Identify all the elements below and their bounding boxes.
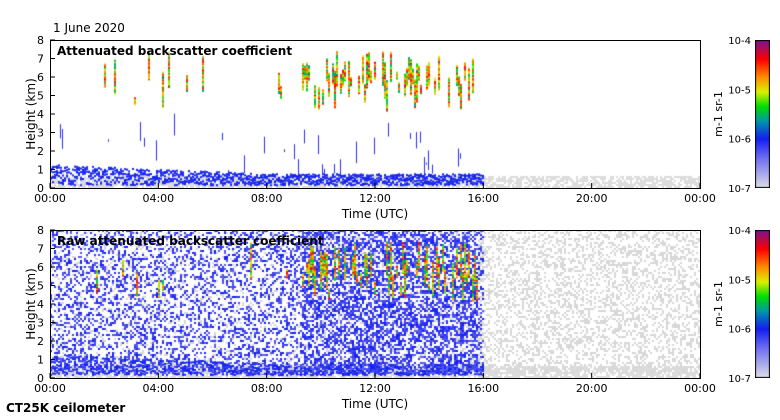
y-tick-label: 8 <box>37 34 44 47</box>
y-tick-label: 6 <box>37 261 44 274</box>
x-axis-label: Time (UTC) <box>341 207 408 221</box>
y-tick-label: 8 <box>37 224 44 237</box>
date-label: 1 June 2020 <box>53 21 125 35</box>
x-tick-label: 16:00 <box>467 382 499 395</box>
plot-title: Raw attenuated backscatter coefficient <box>57 234 324 248</box>
y-tick-label: 3 <box>37 127 44 140</box>
y-tick-label: 5 <box>37 90 44 103</box>
y-tick-label: 3 <box>37 317 44 330</box>
y-tick-label: 5 <box>37 280 44 293</box>
y-tick-label: 0 <box>37 182 44 195</box>
x-tick-label: 08:00 <box>251 382 283 395</box>
y-tick-label: 2 <box>37 145 44 158</box>
y-axis-label: Height (km) <box>24 268 38 339</box>
x-tick-label: 16:00 <box>467 192 499 205</box>
colorbar-1 <box>755 40 770 188</box>
x-tick-label: 00:00 <box>34 382 66 395</box>
colorbar-label: m-1 sr-1 <box>712 281 725 327</box>
y-tick-label: 0 <box>37 372 44 385</box>
y-tick-label: 7 <box>37 243 44 256</box>
plot-frame <box>50 40 701 189</box>
colorbar-label: m-1 sr-1 <box>712 91 725 137</box>
x-axis-label: Time (UTC) <box>341 397 408 411</box>
y-tick-label: 1 <box>37 354 44 367</box>
colorbar-tick-label: 10-7 <box>728 374 751 385</box>
x-tick-label: 04:00 <box>142 192 174 205</box>
colorbar-tick-label: 10-6 <box>728 135 751 146</box>
colorbar-tick-label: 10-5 <box>728 85 751 96</box>
colorbar-tick-label: 10-4 <box>728 36 751 47</box>
x-tick-label: 08:00 <box>251 192 283 205</box>
y-tick-label: 1 <box>37 164 44 177</box>
plot-title: Attenuated backscatter coefficient <box>57 44 292 58</box>
x-tick-label: 00:00 <box>684 382 716 395</box>
x-tick-label: 00:00 <box>34 192 66 205</box>
colorbar-tick-label: 10-4 <box>728 226 751 237</box>
plot-frame <box>50 230 701 379</box>
colorbar-tick-label: 10-7 <box>728 184 751 195</box>
colorbar-tick-label: 10-5 <box>728 275 751 286</box>
y-axis-label: Height (km) <box>24 78 38 149</box>
y-tick-label: 7 <box>37 53 44 66</box>
x-tick-label: 12:00 <box>359 192 391 205</box>
x-tick-label: 20:00 <box>576 192 608 205</box>
backscatter-heatmap <box>50 40 700 188</box>
colorbar-2 <box>755 230 770 378</box>
x-tick-label: 04:00 <box>142 382 174 395</box>
raw-backscatter-heatmap <box>50 230 700 378</box>
x-tick-label: 00:00 <box>684 192 716 205</box>
x-tick-label: 12:00 <box>359 382 391 395</box>
instrument-label: CT25K ceilometer <box>6 401 126 415</box>
y-tick-label: 6 <box>37 71 44 84</box>
x-tick-label: 20:00 <box>576 382 608 395</box>
y-tick-label: 4 <box>37 108 44 121</box>
colorbar-tick-label: 10-6 <box>728 325 751 336</box>
y-tick-label: 2 <box>37 335 44 348</box>
y-tick-label: 4 <box>37 298 44 311</box>
